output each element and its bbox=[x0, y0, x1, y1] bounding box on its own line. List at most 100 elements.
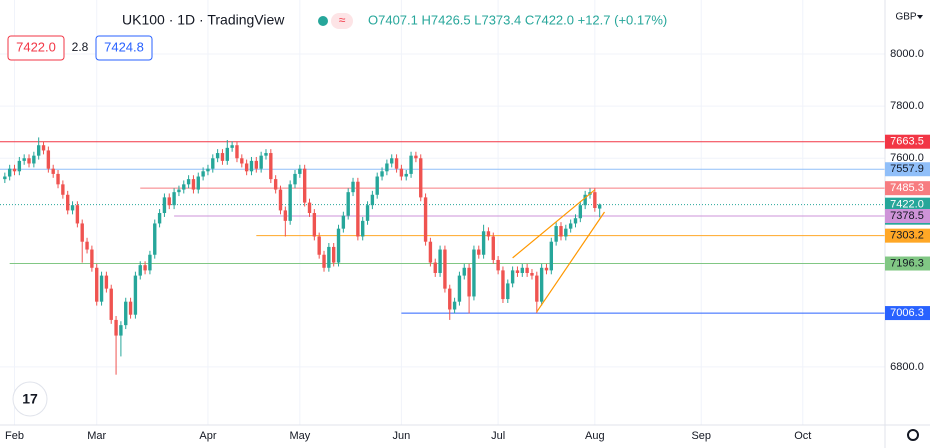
candle-body bbox=[462, 267, 466, 276]
candle-body bbox=[66, 194, 70, 211]
price-tag bbox=[885, 134, 930, 149]
candle-body bbox=[549, 241, 554, 271]
candle-body bbox=[119, 325, 123, 336]
settings-icon[interactable] bbox=[907, 429, 919, 441]
candle-body bbox=[327, 246, 331, 268]
candle-body bbox=[583, 194, 587, 206]
candle-body bbox=[240, 158, 244, 164]
candle-body bbox=[322, 254, 326, 268]
candle-body bbox=[568, 223, 573, 229]
candle-body bbox=[244, 163, 249, 172]
price-tag bbox=[885, 162, 930, 177]
candle-body bbox=[283, 210, 288, 221]
dropdown-icon bbox=[917, 15, 923, 19]
candle-body bbox=[186, 179, 191, 185]
x-tick-label: Feb bbox=[5, 430, 24, 442]
y-tick-label: 7600.0 bbox=[890, 152, 924, 164]
grid bbox=[0, 0, 885, 425]
candle-body bbox=[481, 231, 486, 255]
tv-logo[interactable] bbox=[12, 381, 48, 417]
candle-body bbox=[148, 254, 152, 271]
candle-body bbox=[317, 236, 321, 255]
plot bbox=[0, 137, 885, 375]
candle-body bbox=[423, 197, 428, 242]
candle-body bbox=[80, 223, 84, 242]
candle-body bbox=[564, 228, 568, 237]
x-tick-label: Oct bbox=[794, 430, 811, 442]
candle-body bbox=[385, 163, 389, 172]
candle-body bbox=[419, 158, 423, 198]
candle-body bbox=[172, 192, 176, 206]
candle-body bbox=[235, 145, 239, 159]
trendline bbox=[512, 189, 596, 259]
candle-body bbox=[104, 275, 109, 289]
candle-body bbox=[254, 160, 259, 169]
candle-body bbox=[249, 160, 254, 172]
x-tick-label: May bbox=[289, 430, 310, 442]
price-tag bbox=[885, 256, 930, 271]
candle-body bbox=[206, 168, 210, 172]
candle-body bbox=[70, 205, 75, 211]
candle-body bbox=[61, 184, 65, 195]
candle-body bbox=[41, 145, 46, 151]
candle-body bbox=[472, 249, 476, 297]
candle-body bbox=[143, 265, 147, 271]
candle-body bbox=[341, 215, 346, 229]
price-tags: 7663.57557.97485.37422.007:44:17378.5730… bbox=[885, 134, 930, 321]
x-tick-label: Aug bbox=[585, 430, 605, 442]
candle-body bbox=[12, 168, 17, 172]
candle-body bbox=[196, 176, 200, 190]
candle-body bbox=[375, 176, 379, 195]
candle-body bbox=[312, 213, 317, 237]
x-tick-label: Mar bbox=[87, 430, 106, 442]
candle-body bbox=[138, 265, 142, 276]
candle-body bbox=[496, 259, 500, 271]
candle-body bbox=[544, 267, 549, 271]
spread: 2.8 bbox=[72, 40, 89, 54]
price-tag bbox=[885, 181, 930, 196]
y-tick-label: 8000.0 bbox=[890, 48, 924, 60]
candle-body bbox=[525, 267, 529, 273]
status-icon: ≈ bbox=[339, 13, 346, 27]
candle-body bbox=[597, 204, 602, 209]
candle-body bbox=[506, 283, 510, 300]
candle-body bbox=[133, 275, 138, 315]
price-tag-label: 7378.5 bbox=[890, 210, 924, 222]
candle-body bbox=[278, 189, 283, 211]
candle-body bbox=[573, 218, 578, 224]
candle-body bbox=[593, 192, 597, 208]
candle-body bbox=[288, 184, 292, 221]
candle-body bbox=[17, 160, 22, 172]
currency: GBP bbox=[895, 12, 916, 23]
candle-body bbox=[153, 223, 157, 255]
candle-body bbox=[259, 155, 263, 169]
candle-body bbox=[365, 205, 370, 221]
price-tag-label: 7006.3 bbox=[890, 307, 924, 319]
candle-body bbox=[346, 192, 350, 216]
candle-body bbox=[298, 168, 302, 174]
candle-body bbox=[336, 228, 341, 263]
candle-body bbox=[404, 173, 408, 177]
symbol-title: UK100 · 1D · TradingView bbox=[122, 12, 285, 28]
candle-body bbox=[215, 153, 220, 159]
candle-body bbox=[177, 189, 181, 193]
candle-body bbox=[157, 213, 162, 224]
candle-body bbox=[22, 158, 26, 161]
candle-body bbox=[433, 262, 437, 273]
status-icon bbox=[331, 13, 353, 29]
price-tag-label: 7422.0 bbox=[890, 199, 924, 211]
candle-body bbox=[90, 249, 94, 268]
candle-body bbox=[356, 181, 360, 237]
candle-body bbox=[467, 267, 471, 297]
candle-body bbox=[51, 168, 55, 174]
candle-body bbox=[85, 241, 89, 250]
candle-body bbox=[515, 270, 520, 273]
bid-box[interactable] bbox=[7, 35, 65, 61]
price-tag-label: 7196.3 bbox=[890, 257, 924, 269]
ask-box[interactable] bbox=[95, 35, 153, 61]
candle-body bbox=[520, 267, 524, 273]
candle-body bbox=[230, 145, 234, 148]
